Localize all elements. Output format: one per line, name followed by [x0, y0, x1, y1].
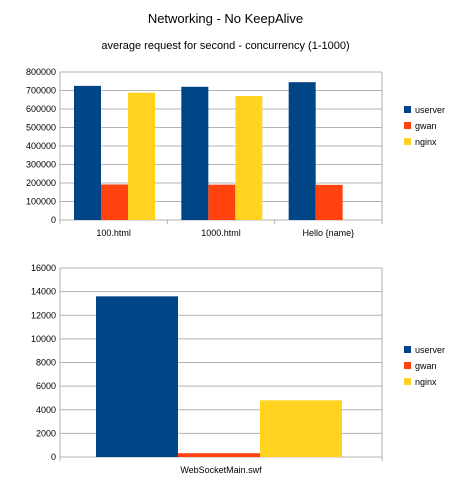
legend-swatch-nginx — [404, 378, 411, 385]
y-tick-label: 400000 — [26, 141, 56, 151]
bar-gwan-1000-html — [208, 184, 236, 220]
y-tick-label: 2000 — [36, 428, 56, 438]
y-tick-label: 12000 — [31, 310, 56, 320]
bar-nginx-websocketmain-swf — [260, 400, 342, 457]
legend-label-gwan: gwan — [415, 121, 437, 131]
x-category-label: 100.html — [96, 228, 131, 238]
y-tick-label: 600000 — [26, 104, 56, 114]
y-tick-label: 100000 — [26, 197, 56, 207]
legend-swatch-nginx — [404, 138, 411, 145]
y-tick-label: 16000 — [31, 263, 56, 273]
y-tick-label: 700000 — [26, 86, 56, 96]
bar-gwan-hello-name — [315, 184, 343, 220]
bar-userver-100-html — [74, 85, 101, 220]
y-tick-label: 8000 — [36, 358, 56, 368]
y-tick-label: 4000 — [36, 405, 56, 415]
y-tick-label: 0 — [51, 452, 56, 462]
bar-userver-1000-html — [181, 86, 209, 220]
y-tick-label: 0 — [51, 215, 56, 225]
x-category-label: WebSocketMain.swf — [180, 465, 262, 475]
bar-userver-hello-name — [288, 82, 316, 220]
x-category-label: 1000.html — [201, 228, 241, 238]
bar-nginx-1000-html — [235, 96, 263, 220]
y-tick-label: 500000 — [26, 123, 56, 133]
chart-title: Networking - No KeepAlive — [147, 11, 304, 26]
legend-swatch-gwan — [404, 122, 411, 129]
y-tick-label: 14000 — [31, 287, 56, 297]
y-tick-label: 6000 — [36, 381, 56, 391]
bar-nginx-100-html — [128, 92, 155, 220]
bar-userver-websocketmain-swf — [96, 296, 178, 457]
y-tick-label: 10000 — [31, 334, 56, 344]
y-tick-label: 800000 — [26, 67, 56, 77]
legend-label-nginx: nginx — [415, 377, 437, 387]
bar-gwan-websocketmain-swf — [178, 453, 260, 457]
legend-label-nginx: nginx — [415, 137, 437, 147]
legend-swatch-gwan — [404, 362, 411, 369]
legend-swatch-userver — [404, 106, 411, 113]
bar-gwan-100-html — [101, 184, 128, 220]
y-tick-label: 200000 — [26, 178, 56, 188]
y-tick-label: 300000 — [26, 160, 56, 170]
legend-label-userver: userver — [415, 345, 445, 355]
legend-label-userver: userver — [415, 105, 445, 115]
chart-subtitle: average request for second - concurrency… — [101, 40, 350, 52]
legend-swatch-userver — [404, 346, 411, 353]
x-category-label: Hello {name} — [303, 228, 355, 238]
legend-label-gwan: gwan — [415, 361, 437, 371]
